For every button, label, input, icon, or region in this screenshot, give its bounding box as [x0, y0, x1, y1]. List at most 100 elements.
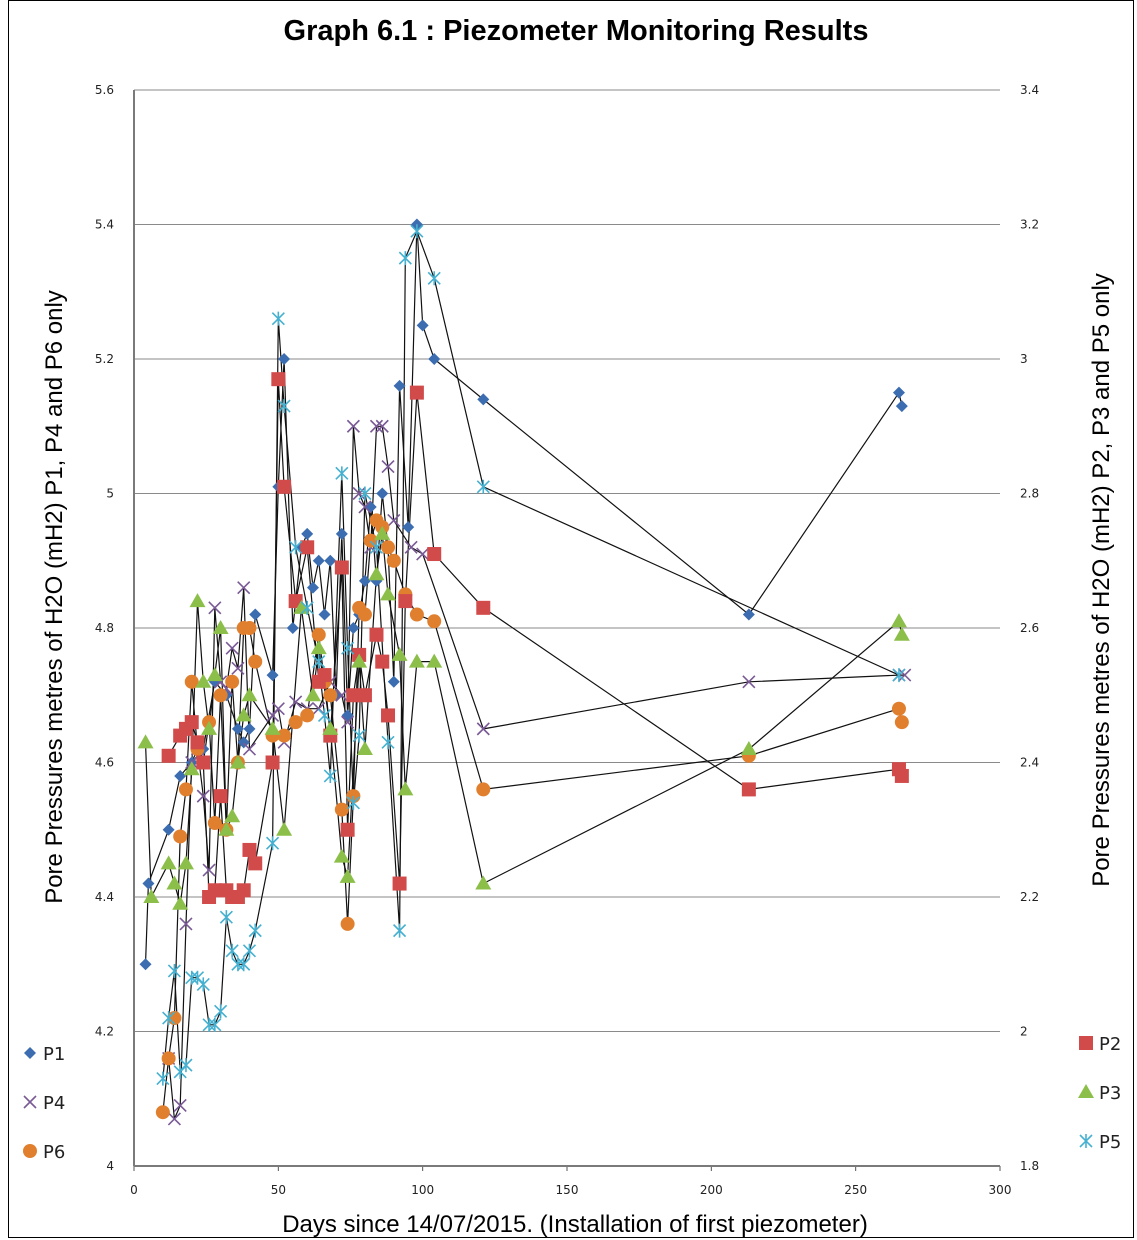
- point-p4: [196, 789, 210, 803]
- point-p6: [161, 1051, 176, 1066]
- point-p5: [167, 963, 181, 978]
- point-p5: [179, 1058, 193, 1073]
- left-tick-label: 5.4: [95, 218, 114, 232]
- point-p1: [393, 379, 406, 392]
- point-p2: [277, 479, 292, 494]
- point-p6: [213, 688, 228, 703]
- point-p2: [236, 883, 251, 898]
- point-p3: [322, 720, 339, 735]
- point-p5: [196, 977, 210, 992]
- point-p3: [368, 566, 385, 581]
- point-p6: [184, 674, 199, 689]
- point-p3: [304, 687, 321, 702]
- point-p1: [306, 581, 319, 594]
- point-p5: [214, 1004, 228, 1019]
- point-p3: [276, 821, 293, 836]
- point-p4: [208, 601, 222, 615]
- point-p3: [224, 808, 241, 823]
- point-p5: [300, 600, 314, 615]
- legend: P1 P4 P6 P2 P3 P5: [23, 1034, 1121, 1163]
- point-p1: [231, 722, 244, 735]
- point-p1: [142, 877, 155, 890]
- series-line-p2: [168, 379, 903, 899]
- point-p1: [266, 669, 279, 682]
- point-p6: [311, 627, 326, 642]
- point-p1: [347, 622, 360, 634]
- point-p2: [476, 600, 491, 615]
- right-tick-label: 3: [1020, 352, 1028, 366]
- legend-label-p2: P2: [1099, 1034, 1121, 1055]
- left-tick-label: 5.6: [95, 83, 114, 97]
- x-tick-label: 200: [700, 1183, 723, 1197]
- point-p5: [410, 224, 424, 239]
- right-tick-label: 2.6: [1020, 621, 1039, 635]
- point-p1: [174, 769, 187, 782]
- legend-marker-p2: [1079, 1036, 1093, 1050]
- point-p5: [369, 540, 384, 555]
- right-tick-label: 1.8: [1020, 1159, 1039, 1173]
- point-p2: [190, 735, 205, 750]
- point-p4: [375, 419, 389, 433]
- right-tick-label: 3.2: [1020, 218, 1039, 232]
- point-p6: [894, 715, 909, 730]
- point-p3: [229, 754, 246, 769]
- point-p1: [301, 527, 314, 540]
- legend-label-p1: P1: [43, 1044, 65, 1065]
- left-tick-label: 4.8: [95, 621, 114, 635]
- point-p2: [161, 748, 176, 763]
- point-p2: [334, 560, 349, 575]
- point-p5: [335, 466, 349, 481]
- point-p3: [890, 613, 907, 628]
- point-p6: [386, 553, 401, 568]
- point-p6: [178, 782, 193, 797]
- point-p3: [143, 889, 160, 903]
- point-p3: [339, 868, 356, 883]
- x-tick-label: 250: [844, 1183, 867, 1197]
- point-p6: [476, 782, 491, 797]
- gridlines: [134, 89, 1000, 1167]
- left-y-axis-label: Pore Pressures metres of H2O (mH2) P1, P…: [41, 290, 68, 904]
- point-p2: [398, 594, 413, 609]
- left-tick-label: 5.2: [95, 352, 114, 366]
- point-p5: [393, 923, 407, 938]
- point-p5: [248, 923, 262, 938]
- x-tick-label: 300: [989, 1183, 1012, 1197]
- point-p2: [346, 688, 361, 703]
- point-p6: [242, 621, 257, 635]
- point-p1: [416, 319, 429, 332]
- point-p2: [300, 540, 315, 555]
- point-p3: [172, 895, 189, 910]
- point-p3: [391, 646, 408, 661]
- point-p2: [357, 688, 372, 703]
- point-p1: [286, 622, 299, 634]
- point-p5: [346, 795, 360, 810]
- x-tick-label: 150: [556, 1183, 579, 1197]
- point-p3: [195, 673, 212, 688]
- point-p5: [358, 486, 372, 501]
- point-p4: [242, 742, 257, 756]
- point-p5: [892, 668, 906, 683]
- point-p3: [235, 707, 252, 722]
- point-p4: [476, 722, 490, 736]
- point-p3: [333, 848, 350, 863]
- point-p6: [173, 829, 188, 844]
- legend-label-p6: P6: [43, 1142, 65, 1163]
- point-p5: [398, 251, 412, 266]
- point-p3: [380, 586, 397, 601]
- point-p6: [891, 701, 906, 716]
- point-p1: [249, 608, 262, 621]
- point-p1: [312, 554, 325, 567]
- point-p1: [895, 400, 908, 413]
- point-p4: [173, 1098, 187, 1113]
- point-p2: [213, 789, 228, 804]
- point-p1: [139, 958, 152, 971]
- point-p5: [352, 728, 366, 743]
- right-tick-label: 2: [1020, 1025, 1028, 1039]
- right-tick-label: 2.4: [1020, 756, 1039, 770]
- point-p6: [340, 916, 355, 931]
- point-p2: [369, 627, 384, 642]
- point-p1: [428, 353, 441, 365]
- point-p3: [408, 653, 425, 668]
- legend-marker-p1: [24, 1047, 36, 1059]
- point-p5: [381, 735, 395, 750]
